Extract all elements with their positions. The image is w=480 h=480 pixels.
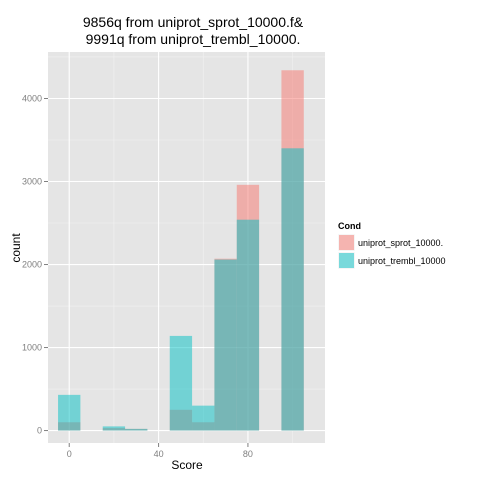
bar-trembl-80 [236,219,260,431]
x-tick-label-0: 0 [67,449,72,459]
y-axis-ticks: 0 1000 2000 3000 4000 [22,93,48,436]
legend-label-1: uniprot_trembl_10000 [358,256,446,266]
chart-title-line-2: 9991q from uniprot_trembl_10000. [86,31,301,47]
legend-entry-1: uniprot_trembl_10000 [337,251,446,270]
x-tick-label-2: 80 [243,449,253,459]
legend-title: Cond [338,221,361,231]
y-tick-label-3: 3000 [22,177,42,187]
bar-trembl-20 [102,426,126,431]
x-tick-label-1: 40 [154,449,164,459]
y-tick-label-1: 1000 [22,343,42,353]
y-tick-label-4: 4000 [22,93,42,103]
legend-entry-0: uniprot_sprot_10000. [337,233,443,252]
y-axis-title: count [9,233,23,263]
legend-label-0: uniprot_sprot_10000. [358,238,443,248]
x-axis-title: Score [171,458,203,472]
bar-trembl-100 [281,148,304,431]
y-tick-label-0: 0 [37,426,42,436]
bar-trembl-50 [169,335,193,431]
bars [58,70,304,431]
legend-swatch-1 [339,253,354,268]
bar-trembl-60 [192,405,215,431]
bar-trembl-0 [58,394,81,431]
y-tick-label-2: 2000 [22,260,42,270]
legend: Cond uniprot_sprot_10000. uniprot_trembl_… [337,221,446,270]
chart-title-line-1: 9856q from uniprot_sprot_10000.f& [83,14,304,30]
legend-entries: uniprot_sprot_10000. uniprot_trembl_10000 [337,233,446,270]
legend-swatch-0 [339,235,354,250]
bar-trembl-70 [214,259,237,431]
x-axis-ticks: 0 40 80 [67,443,253,459]
bar-trembl-30 [125,428,148,431]
